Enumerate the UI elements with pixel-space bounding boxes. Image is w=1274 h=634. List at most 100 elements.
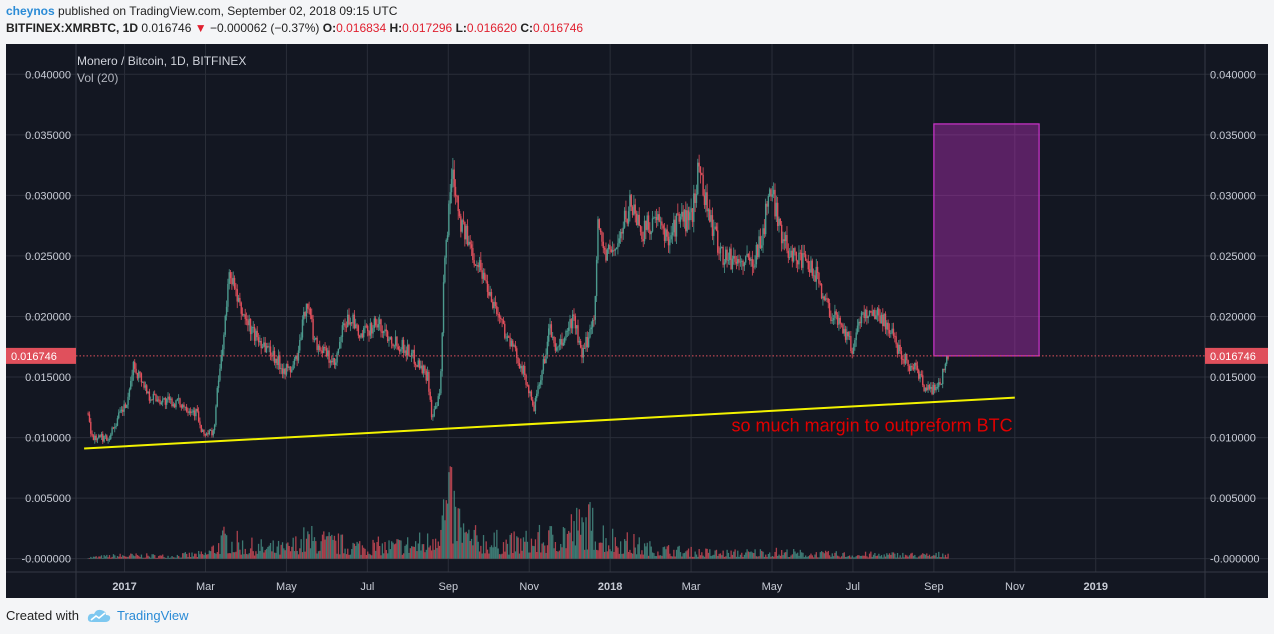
tradingview-brand-link[interactable]: TradingView — [87, 608, 189, 623]
candle-body — [858, 321, 860, 326]
candle-body — [236, 289, 238, 302]
volume-bar — [433, 549, 435, 559]
candle-body — [730, 248, 732, 270]
volume-bar — [711, 555, 714, 559]
candle-body — [674, 219, 676, 237]
candle-body — [408, 344, 410, 356]
volume-bar — [674, 556, 676, 559]
author-link[interactable]: cheynos — [6, 4, 55, 18]
candle-body — [135, 368, 137, 374]
volume-bar — [168, 557, 171, 559]
volume-bar — [163, 557, 165, 559]
candle-body — [597, 219, 599, 260]
candle-body — [271, 355, 273, 357]
candle-body — [347, 314, 349, 328]
candle-body — [151, 399, 153, 401]
candle-body — [227, 283, 229, 307]
candle-body — [739, 261, 742, 263]
price-chart[interactable]: so much margin to outpreform BTC -0.00000… — [6, 44, 1268, 598]
candle-body — [760, 245, 763, 248]
candle-body — [381, 331, 384, 333]
volume-bar — [312, 541, 314, 559]
candle-body — [400, 349, 402, 352]
candle-body — [567, 327, 570, 331]
candle-body — [811, 260, 813, 276]
volume-bar — [908, 555, 911, 559]
volume-bar — [922, 553, 924, 559]
candle-body — [749, 257, 751, 261]
candle-body — [940, 384, 943, 385]
volume-bar — [128, 555, 131, 559]
volume-bar — [371, 555, 373, 559]
volume-bar — [789, 557, 791, 559]
candle-body — [295, 355, 297, 359]
volume-bar — [388, 540, 390, 559]
candle-body — [496, 306, 498, 315]
candle-body — [549, 324, 551, 329]
candle-body — [650, 231, 652, 235]
candle-body — [904, 353, 907, 364]
volume-bar — [564, 528, 566, 559]
support-trendline[interactable] — [84, 396, 1015, 450]
volume-bar — [301, 552, 304, 559]
candle-body — [718, 252, 720, 254]
x-tick-label: Nov — [1005, 581, 1025, 593]
candle-body — [417, 360, 419, 367]
volume-bar — [864, 551, 867, 559]
volume-bar — [590, 530, 593, 559]
volume-bar — [481, 553, 483, 559]
volume-bar — [320, 541, 322, 559]
volume-bar — [677, 546, 679, 559]
volume-bar — [367, 551, 369, 559]
candle-body — [607, 244, 610, 250]
candle-body — [335, 362, 337, 365]
volume-bar — [671, 556, 674, 559]
volume-bar — [256, 553, 258, 559]
low-value: 0.016620 — [466, 21, 517, 35]
last-price-badge-right — [1205, 347, 1268, 364]
volume-bar — [618, 553, 620, 559]
volume-bar — [502, 542, 505, 559]
y-tick-label-right: 0.015000 — [1210, 372, 1256, 384]
volume-bar — [404, 545, 406, 559]
projection-box[interactable] — [933, 123, 1040, 357]
volume-bar — [118, 556, 120, 559]
volume-bar — [376, 542, 378, 559]
candle-body — [308, 308, 310, 310]
candle-body — [98, 435, 100, 439]
volume-bar — [363, 547, 365, 559]
candle-body — [625, 210, 627, 220]
candle-body — [934, 384, 936, 391]
candle-body — [548, 328, 550, 342]
volume-bar — [348, 554, 350, 559]
volume-bar — [325, 536, 328, 559]
volume-bar — [725, 556, 727, 559]
volume-bar — [180, 557, 183, 559]
candle-body — [658, 214, 660, 222]
candle-body — [872, 309, 875, 316]
candle-body — [522, 365, 525, 374]
volume-bar — [934, 555, 936, 559]
volume-bar — [663, 546, 666, 559]
candle-body — [264, 342, 266, 353]
volume-bar — [91, 557, 93, 559]
candle-body — [610, 249, 612, 252]
volume-bar — [600, 542, 602, 559]
candle-body — [425, 370, 427, 381]
y-tick-label-right: 0.040000 — [1210, 69, 1256, 81]
volume-bar — [426, 533, 429, 559]
chart-title: Monero / Bitcoin, 1D, BITFINEX — [77, 54, 246, 68]
volume-bar — [103, 555, 105, 559]
candle-body — [156, 399, 159, 402]
volume-bar — [440, 529, 442, 559]
candle-body — [265, 346, 268, 353]
candle-body — [305, 303, 308, 317]
candle-body — [944, 363, 947, 371]
volume-bar — [846, 556, 848, 559]
candle-body — [374, 318, 377, 326]
candle-body — [343, 323, 345, 326]
volume-bar — [923, 553, 925, 559]
candle-body — [365, 325, 368, 327]
volume-bar — [138, 555, 140, 559]
chart-annotation[interactable]: so much margin to outpreform BTC — [732, 416, 1013, 436]
